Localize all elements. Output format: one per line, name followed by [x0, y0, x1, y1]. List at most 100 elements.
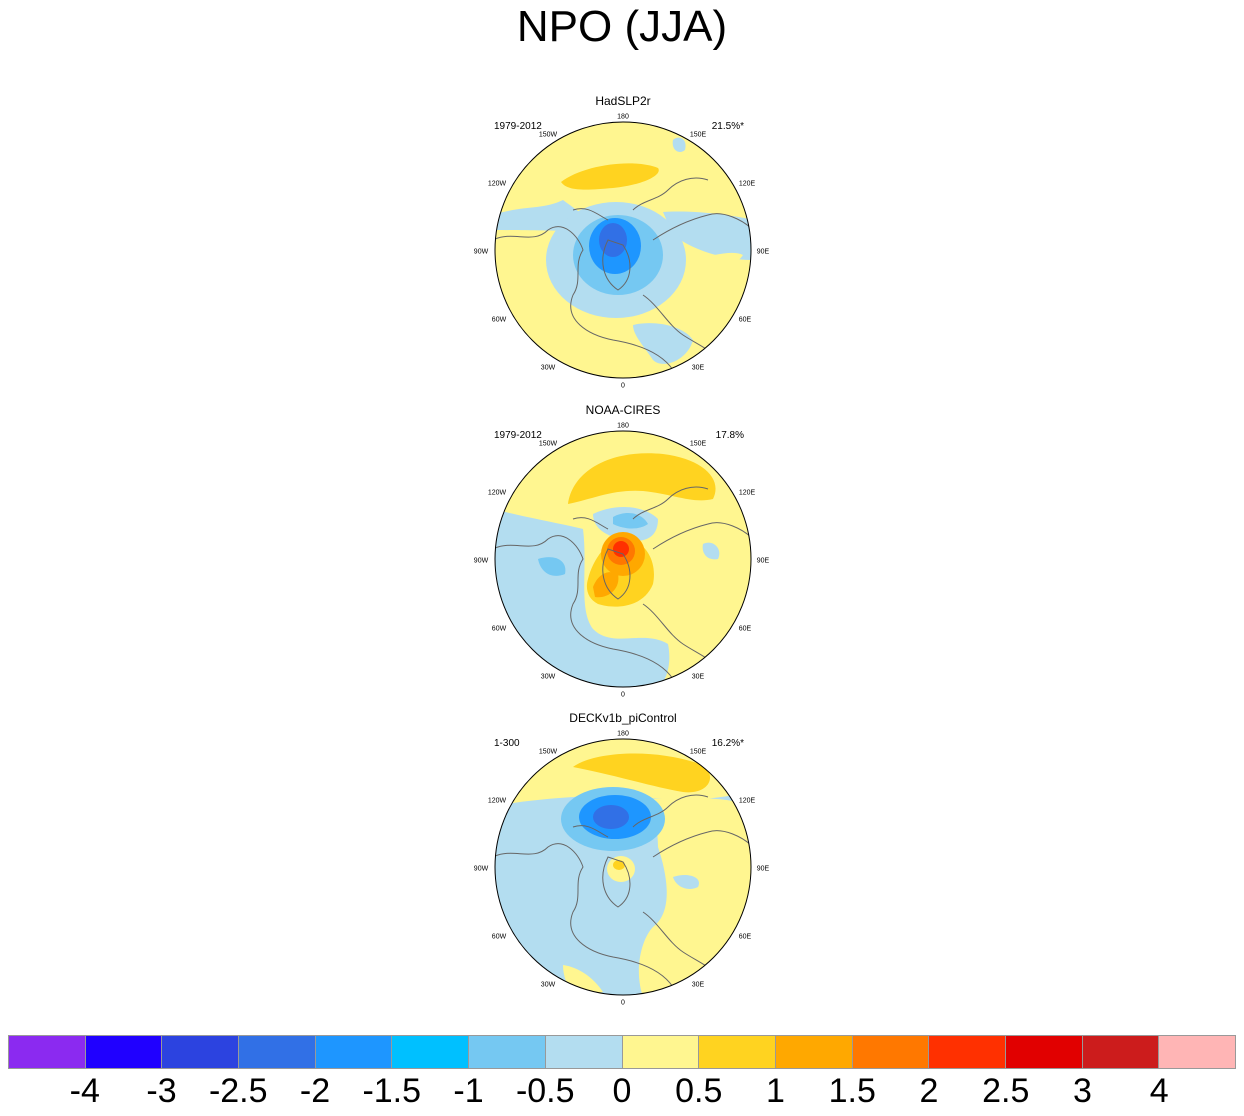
colorbar-box [1082, 1036, 1160, 1068]
lon-label-0: 0 [621, 999, 625, 1007]
colorbar-label: 0.5 [675, 1072, 723, 1110]
lon-label-60e: 60E [738, 933, 752, 941]
lon-label-30w: 30W [540, 981, 556, 989]
colorbar-label: 0 [612, 1072, 632, 1110]
colorbar-box [929, 1036, 1006, 1068]
lon-label-150e: 150E [689, 131, 707, 139]
lon-label-120w: 120W [487, 180, 507, 188]
map-boundary [494, 430, 752, 688]
panel-title: DECKv1b_piControl [569, 711, 677, 725]
panel-period: 1-300 [494, 738, 520, 749]
lon-label-30w: 30W [540, 673, 556, 681]
lon-label-90w: 90W [473, 248, 489, 256]
figure-title: NPO (JJA) [516, 2, 728, 51]
lon-label-60e: 60E [738, 625, 752, 633]
lon-label-30e: 30E [691, 673, 705, 681]
colorbar-box [469, 1036, 546, 1068]
colorbar-label: -3 [146, 1072, 177, 1110]
map-panel-deckv1b-picontrol: DECKv1b_piControl 1-300 16.2%* 180 150W … [472, 711, 774, 1011]
colorbar-label: 4 [1149, 1072, 1169, 1110]
lon-label-150e: 150E [689, 748, 707, 756]
anomaly-region [573, 753, 711, 793]
panel-title: NOAA-CIRES [585, 403, 661, 417]
panel-variance: 16.2%* [711, 738, 744, 749]
anomaly-region [613, 513, 648, 529]
lon-label-120w: 120W [487, 797, 507, 805]
colorbar-label: 2.5 [982, 1072, 1030, 1110]
anomaly-region [613, 541, 629, 557]
colorbar-label: -2.5 [208, 1072, 268, 1110]
colorbar-box [852, 1036, 930, 1068]
panel-title: HadSLP2r [595, 94, 651, 108]
lon-label-30e: 30E [691, 364, 705, 372]
colorbar-label: 1 [766, 1072, 785, 1110]
colorbar-label: 3 [1073, 1072, 1092, 1110]
lon-label-60e: 60E [738, 316, 752, 324]
colorbar-label: 1.5 [828, 1072, 876, 1110]
panel-variance: 21.5%* [711, 121, 744, 132]
lon-label-90e: 90E [756, 557, 770, 565]
lon-label-180: 180 [617, 730, 629, 738]
lon-label-90w: 90W [473, 865, 489, 873]
colorbar-box [1159, 1036, 1235, 1068]
map-boundary [494, 738, 752, 996]
anomaly-region [495, 509, 670, 687]
lon-label-90w: 90W [473, 557, 489, 565]
polar-map [494, 121, 752, 379]
lon-label-0: 0 [621, 691, 625, 699]
polar-map [494, 430, 752, 688]
colorbar-box [162, 1036, 240, 1068]
coastlines [495, 177, 751, 371]
lon-label-150e: 150E [689, 440, 707, 448]
map-boundary [494, 121, 752, 379]
lon-label-180: 180 [617, 113, 629, 121]
lon-label-60w: 60W [491, 933, 507, 941]
colorbar-box [1005, 1036, 1083, 1068]
colorbar-box [392, 1036, 470, 1068]
panel-period: 1979-2012 [494, 430, 542, 441]
anomaly-region [702, 542, 720, 560]
lon-label-120e: 120E [738, 797, 756, 805]
anomaly-region [613, 860, 625, 870]
colorbar-label: -1.5 [362, 1072, 422, 1110]
panel-period: 1979-2012 [494, 121, 542, 132]
colorbar-label: -4 [69, 1072, 100, 1110]
anomaly-region [693, 252, 743, 270]
anomaly-region [538, 557, 566, 576]
anomaly-region [663, 211, 751, 260]
anomaly-region [561, 163, 659, 190]
lon-label-150w: 150W [538, 748, 558, 756]
colorbar-box [545, 1036, 623, 1068]
colorbar-box [622, 1036, 700, 1068]
colorbar-labels: -4 -3 -2.5 -2 -1.5 -1 -0.5 0 0.5 1 1.5 2 2.5 3 4 [8, 1072, 1236, 1116]
colorbar [8, 1035, 1236, 1069]
colorbar-label: 2 [919, 1072, 939, 1110]
lon-label-120w: 120W [487, 489, 507, 497]
lon-label-90e: 90E [756, 248, 770, 256]
lon-label-150w: 150W [538, 440, 558, 448]
panel-variance: 17.8% [715, 430, 744, 441]
anomaly-region [599, 223, 627, 257]
colorbar-label: -2 [299, 1072, 331, 1110]
polar-map [494, 738, 752, 996]
lon-label-120e: 120E [738, 180, 756, 188]
colorbar-box [775, 1036, 853, 1068]
lon-label-180: 180 [617, 422, 629, 430]
anomaly-region [593, 805, 629, 829]
colorbar-box [315, 1036, 393, 1068]
lon-label-30e: 30E [691, 981, 705, 989]
colorbar-box [9, 1036, 86, 1068]
colorbar-label: -1 [453, 1072, 484, 1110]
coastlines [495, 486, 751, 680]
colorbar-box [239, 1036, 316, 1068]
colorbar-box [85, 1036, 163, 1068]
anomaly-region [672, 137, 686, 152]
lon-label-30w: 30W [540, 364, 556, 372]
lon-label-150w: 150W [538, 131, 558, 139]
lon-label-120e: 120E [738, 489, 756, 497]
lon-label-0: 0 [621, 382, 625, 390]
anomaly-region [673, 875, 699, 889]
lon-label-60w: 60W [491, 316, 507, 324]
map-panel-hadslp2r: HadSLP2r 1979-2012 21.5%* 180 150W 150E … [472, 94, 774, 394]
lon-label-90e: 90E [756, 865, 770, 873]
